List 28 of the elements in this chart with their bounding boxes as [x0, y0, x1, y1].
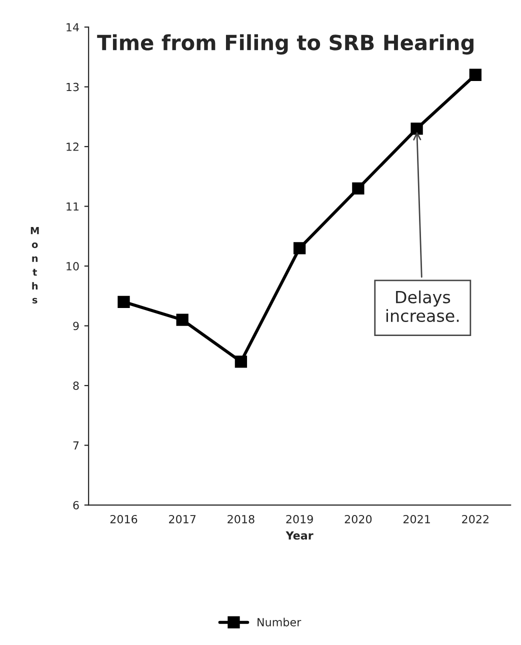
point	[118, 296, 130, 308]
x-tick-label: 2016	[110, 514, 138, 524]
y-axis-title: Months	[30, 227, 39, 304]
y-tick-label: 8	[73, 382, 79, 390]
point	[410, 122, 423, 135]
y-tick-label: 12	[66, 142, 78, 151]
x-axis-title: Year	[286, 531, 314, 540]
y-tick-label: 11	[66, 202, 79, 211]
point	[176, 314, 188, 326]
point	[352, 182, 364, 194]
x-tick-label: 2019	[286, 514, 313, 524]
chart-title: Time from Filing to SRB Hearing	[97, 34, 474, 55]
y-tick-label: 14	[66, 23, 79, 32]
y-tick-label: 7	[73, 441, 79, 450]
y-tick-label: 10	[66, 262, 79, 270]
x-tick-label: 2017	[169, 514, 196, 524]
point	[294, 242, 306, 254]
point	[469, 68, 482, 81]
x-tick-label: 2022	[462, 514, 488, 524]
legend-label: Number	[258, 618, 302, 626]
x-tick-label: 2020	[344, 514, 372, 524]
point	[234, 356, 248, 368]
y-tick-label: 13	[66, 82, 79, 92]
y-tick-label: 6	[73, 501, 79, 510]
y-tick-label: 9	[73, 322, 79, 330]
x-tick-label: 2021	[403, 514, 430, 524]
x-tick-label: 2018	[228, 514, 254, 524]
annotation: Delays increase.	[386, 290, 459, 322]
